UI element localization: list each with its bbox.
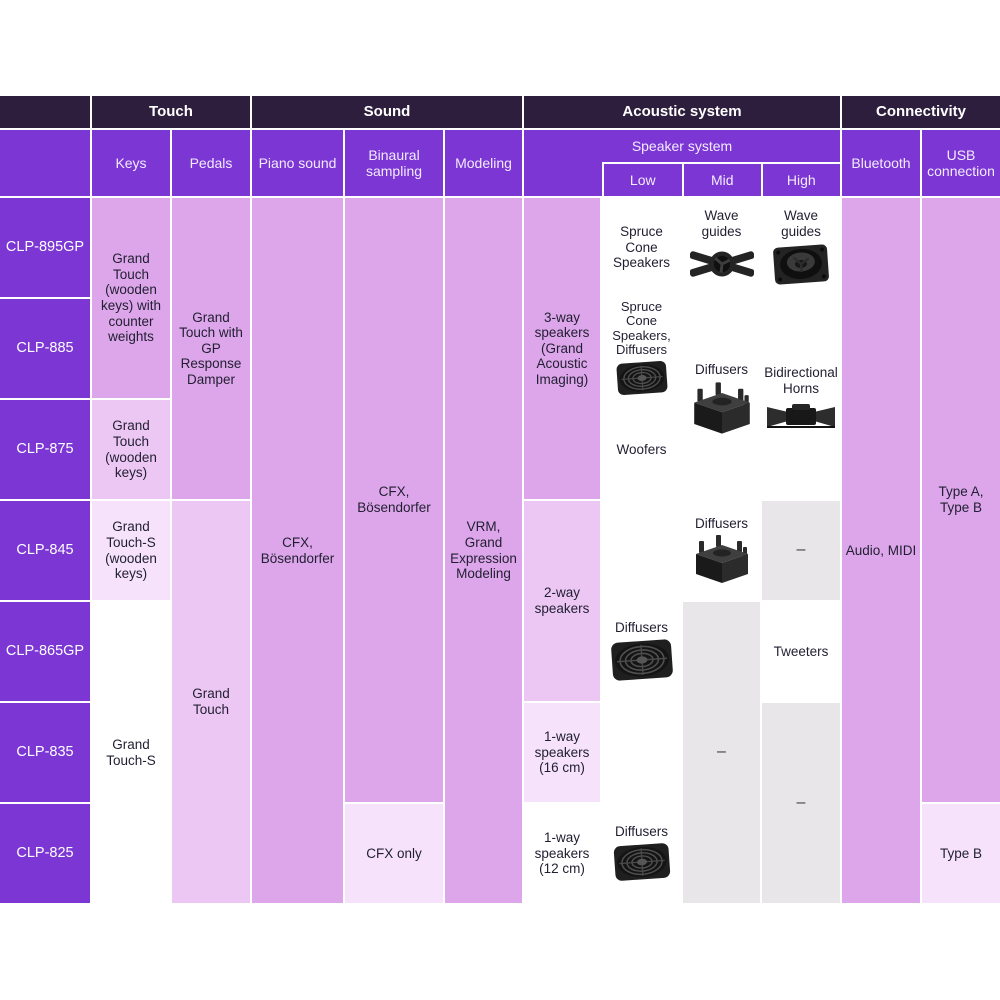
cell-low-845-835: Diffusers — [602, 501, 681, 802]
cell-config-1way16: 1-way speakers (16 cm) — [524, 703, 600, 802]
col-header-modeling: Modeling — [445, 130, 522, 196]
col-header-binaural-sampling: Binaural sampling — [345, 130, 443, 196]
row-label-clp-875: CLP-875 — [0, 400, 90, 499]
group-header-acoustic: Acoustic system — [524, 96, 840, 128]
header-corner-cell — [0, 96, 90, 128]
cell-binaural-main: CFX, Bösendorfer — [345, 198, 443, 802]
speaker-grille-icon — [616, 360, 667, 395]
cell-mid-845: Diffusers — [683, 501, 760, 600]
cell-high-885-875: Bidirectional Horns — [762, 299, 840, 499]
diffuser-cube-icon — [695, 535, 748, 584]
comparison-table: Touch Sound Acoustic system Connectivity… — [0, 96, 1000, 903]
speaker-grille-icon — [613, 843, 670, 882]
cell-binaural-825: CFX only — [345, 804, 443, 903]
group-header-connectivity: Connectivity — [842, 96, 1000, 128]
cell-config-1way12: 1-way speakers (12 cm) — [524, 804, 600, 903]
header-blank-cell — [0, 130, 90, 196]
row-label-clp-895gp: CLP-895GP — [0, 198, 90, 297]
cell-modeling-all: VRM, Grand Expression Modeling — [445, 198, 522, 903]
col-header-mid: Mid — [682, 162, 761, 196]
row-label-clp-885: CLP-885 — [0, 299, 90, 398]
cell-keys-875: Grand Touch (wooden keys) — [92, 400, 170, 499]
cell-low-825: Diffusers — [602, 804, 681, 903]
col-header-pedals: Pedals — [172, 130, 250, 196]
col-header-usb: USB connection — [922, 130, 1000, 196]
col-header-speaker-system: Speaker system Low Mid High — [524, 130, 840, 196]
cell-config-2way: 2-way speakers — [524, 501, 600, 701]
cell-keys-865-825: Grand Touch-S — [92, 602, 170, 903]
row-label-clp-865gp: CLP-865GP — [0, 602, 90, 701]
cell-bluetooth-all: Audio, MIDI — [842, 198, 920, 903]
cell-pedals-845-825: Grand Touch — [172, 501, 250, 903]
cell-config-3way: 3-way speakers (Grand Acoustic Imaging) — [524, 198, 600, 499]
cell-piano-sound-all: CFX, Bösendorfer — [252, 198, 343, 903]
col-header-piano-sound: Piano sound — [252, 130, 343, 196]
cell-usb-825: Type B — [922, 804, 1000, 903]
cell-mid-885-875: Diffusers — [683, 299, 760, 499]
speaker-system-blank — [524, 162, 602, 196]
col-header-low: Low — [601, 162, 682, 196]
cell-low-875: Woofers — [602, 400, 681, 499]
cell-mid-895: Wave guides — [683, 198, 760, 297]
cell-low-895: Spruce Cone Speakers — [602, 198, 681, 297]
speaker-grille-icon — [610, 639, 673, 681]
cell-low-885: Spruce Cone Speakers, Diffusers — [602, 299, 681, 398]
row-label-clp-845: CLP-845 — [0, 501, 90, 600]
wave-guide-cross-icon — [689, 251, 754, 277]
bidirectional-horn-icon — [767, 403, 835, 428]
cell-mid-865-825-none: – — [683, 602, 760, 903]
col-header-high: High — [760, 162, 840, 196]
wave-guide-square-icon — [773, 244, 829, 285]
col-header-bluetooth: Bluetooth — [842, 130, 920, 196]
row-label-clp-825: CLP-825 — [0, 804, 90, 903]
row-label-clp-835: CLP-835 — [0, 703, 90, 802]
speaker-system-label: Speaker system — [631, 138, 733, 154]
group-header-touch: Touch — [92, 96, 250, 128]
cell-high-895: Wave guides — [762, 198, 840, 297]
cell-high-865: Tweeters — [762, 602, 840, 701]
diffuser-cube-icon — [693, 382, 750, 434]
cell-keys-845: Grand Touch-S (wooden keys) — [92, 501, 170, 600]
col-header-keys: Keys — [92, 130, 170, 196]
cell-high-845-none: – — [762, 501, 840, 600]
cell-high-835-825-none: – — [762, 703, 840, 903]
cell-keys-895-885: Grand Touch (wooden keys) with counter w… — [92, 198, 170, 398]
cell-usb-main: Type A, Type B — [922, 198, 1000, 802]
cell-pedals-895-875: Grand Touch with GP Response Damper — [172, 198, 250, 499]
group-header-sound: Sound — [252, 96, 522, 128]
